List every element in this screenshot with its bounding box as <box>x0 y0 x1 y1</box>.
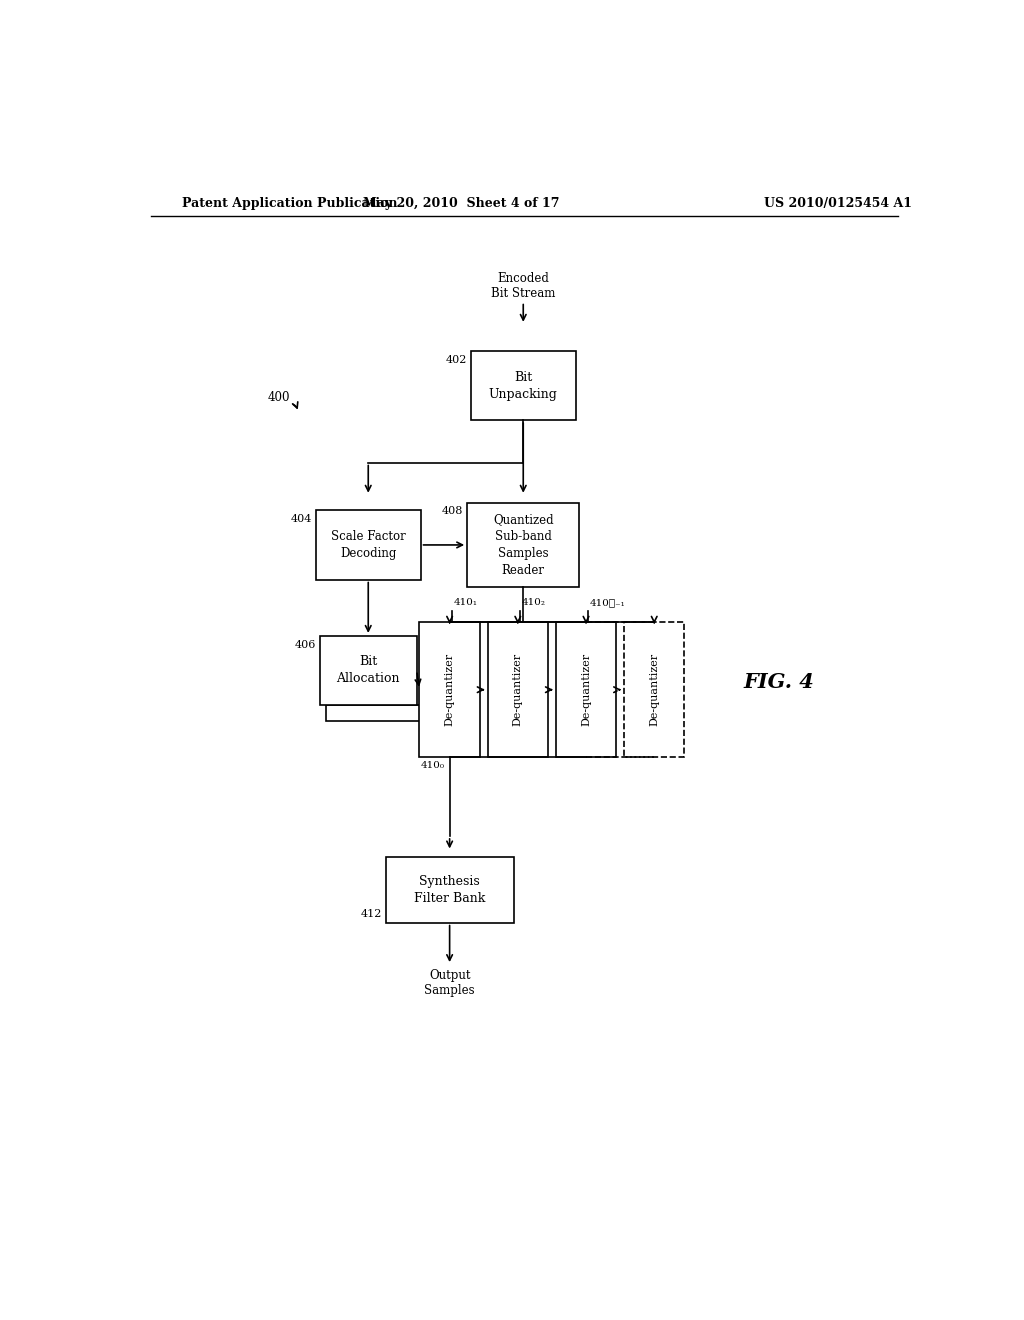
Text: Bit
Unpacking: Bit Unpacking <box>488 371 558 400</box>
Bar <box>420 622 480 758</box>
Text: 406: 406 <box>295 640 316 649</box>
Text: Synthesis
Filter Bank: Synthesis Filter Bank <box>414 875 485 906</box>
Text: Encoded
Bit Stream: Encoded Bit Stream <box>492 272 555 301</box>
Bar <box>319 636 417 705</box>
Bar <box>471 351 575 420</box>
Text: 410₀: 410₀ <box>421 760 445 770</box>
Text: 408: 408 <box>441 507 463 516</box>
Text: FIG. 4: FIG. 4 <box>743 672 814 692</box>
Text: De-quantizer: De-quantizer <box>649 653 659 726</box>
Text: Output
Samples: Output Samples <box>424 969 475 997</box>
Bar <box>487 622 548 758</box>
Text: Bit
Allocation: Bit Allocation <box>337 656 400 685</box>
Bar <box>624 622 684 758</box>
Text: Quantized
Sub-band
Samples
Reader: Quantized Sub-band Samples Reader <box>493 513 554 577</box>
Text: De-quantizer: De-quantizer <box>513 653 523 726</box>
Text: May 20, 2010  Sheet 4 of 17: May 20, 2010 Sheet 4 of 17 <box>362 197 559 210</box>
Text: 400: 400 <box>268 391 291 404</box>
Text: 412: 412 <box>360 908 382 919</box>
Text: De-quantizer: De-quantizer <box>444 653 455 726</box>
Text: 402: 402 <box>445 355 467 364</box>
Bar <box>467 503 580 587</box>
Text: US 2010/0125454 A1: US 2010/0125454 A1 <box>764 197 911 210</box>
Bar <box>326 705 423 721</box>
Text: Scale Factor
Decoding: Scale Factor Decoding <box>331 529 406 560</box>
Bar <box>316 511 421 579</box>
Text: 410₁: 410₁ <box>454 598 477 607</box>
Text: Patent Application Publication: Patent Application Publication <box>182 197 397 210</box>
Bar <box>556 622 616 758</box>
Text: 404: 404 <box>291 515 312 524</box>
Text: De-quantizer: De-quantizer <box>581 653 591 726</box>
Text: 410₂: 410₂ <box>521 598 546 607</box>
Text: 410ℓ₋₁: 410ℓ₋₁ <box>590 598 626 607</box>
Bar <box>386 857 514 923</box>
